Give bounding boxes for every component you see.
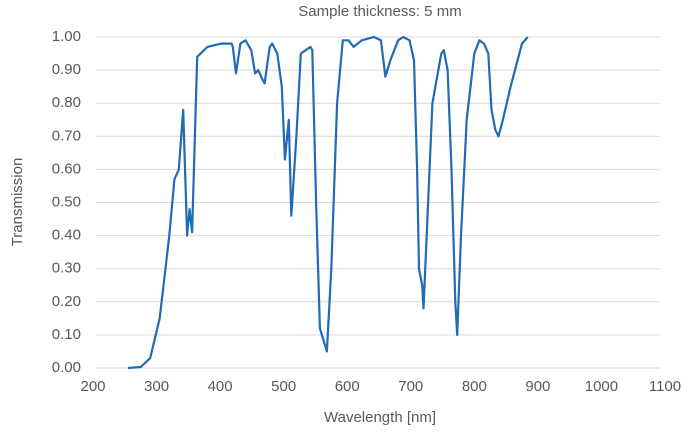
x-tick-label: 300 (144, 378, 169, 395)
y-tick-label: 0.00 (52, 359, 81, 376)
x-tick-label: 1100 (649, 378, 681, 395)
y-tick-label: 0.50 (52, 193, 81, 210)
y-tick-label: 0.80 (52, 94, 81, 111)
y-tick-label: 0.70 (52, 127, 81, 144)
data-line (127, 35, 529, 370)
x-tick-label: 600 (335, 378, 360, 395)
x-tick-label: 500 (271, 378, 296, 395)
y-tick-label: 0.10 (52, 326, 81, 343)
chart-title: Sample thickness: 5 mm (298, 3, 461, 20)
y-tick-label: 1.00 (52, 28, 81, 45)
y-tick-label: 0.30 (52, 260, 81, 277)
y-axis-title: Transmission (9, 158, 26, 247)
x-axis-title: Wavelength [nm] (324, 409, 436, 426)
x-tick-label: 400 (208, 378, 233, 395)
x-tick-label: 900 (525, 378, 550, 395)
x-tick-label: 800 (462, 378, 487, 395)
x-tick-label: 200 (80, 378, 105, 395)
y-tick-label: 0.20 (52, 293, 81, 310)
y-tick-label: 0.40 (52, 227, 81, 244)
x-tick-label: 700 (398, 378, 423, 395)
y-tick-label: 0.90 (52, 61, 81, 78)
x-tick-label: 1000 (585, 378, 618, 395)
y-tick-label: 0.60 (52, 160, 81, 177)
